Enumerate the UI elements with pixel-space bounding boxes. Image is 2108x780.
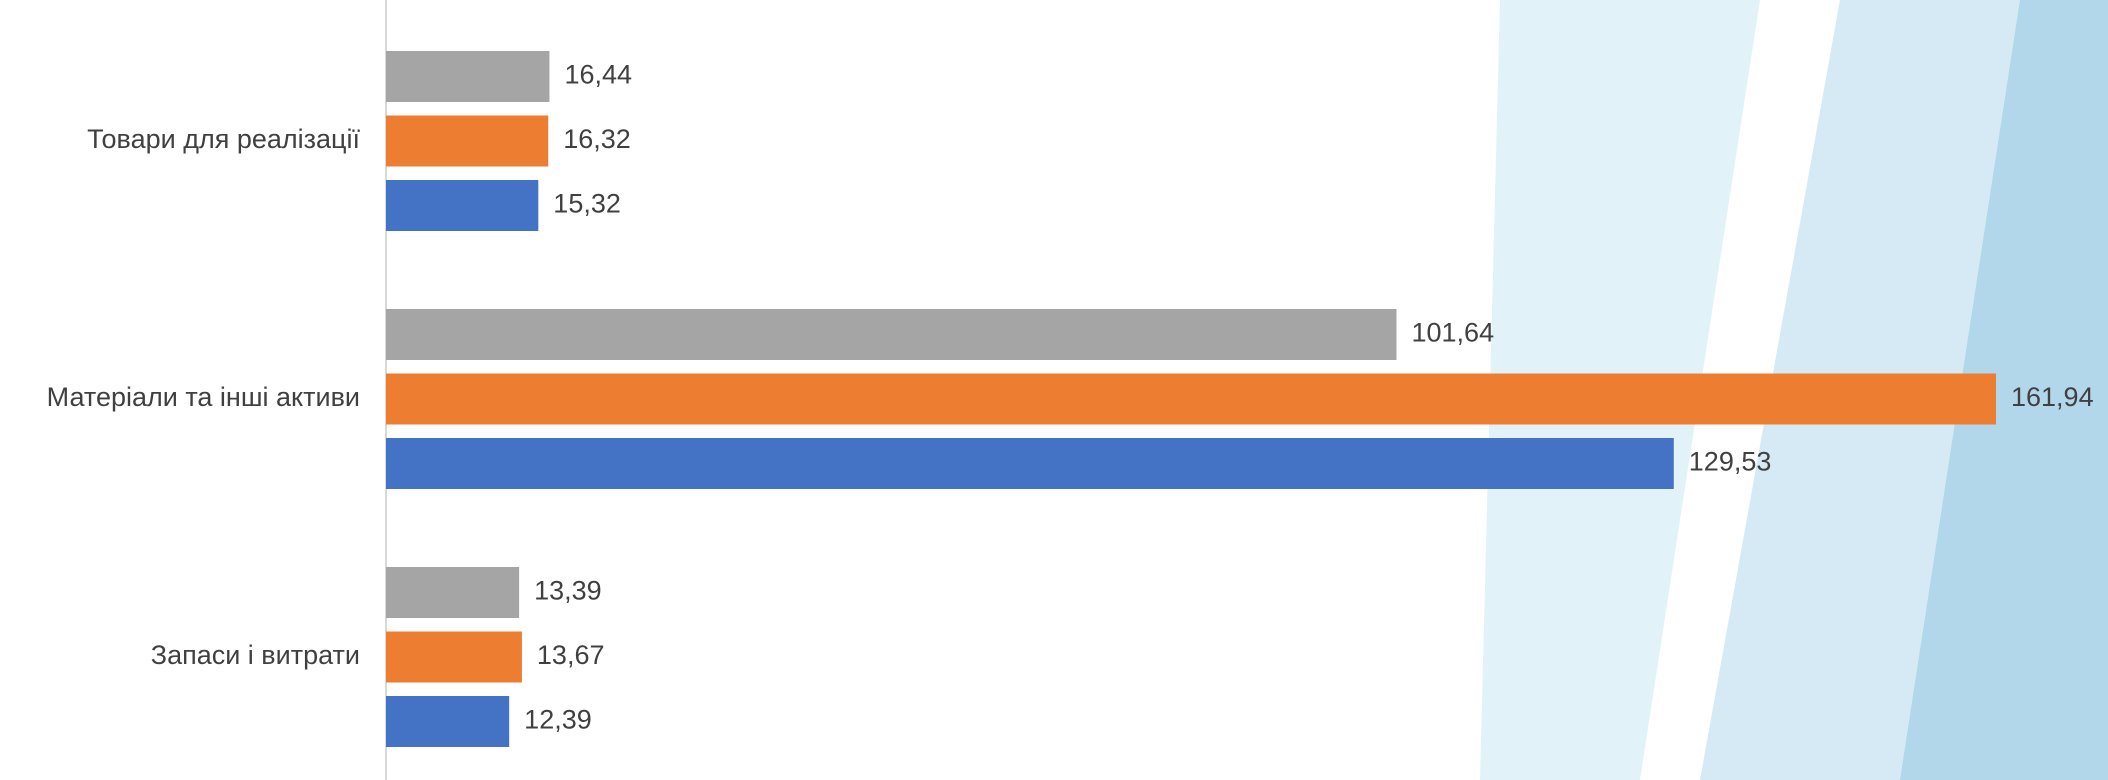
category-label: Матеріали та інші активи [47,382,360,412]
bar [386,309,1397,360]
bar [386,115,549,167]
value-label: 161,94 [2011,382,2094,412]
bar [386,51,550,102]
value-label: 12,39 [524,705,592,735]
bar [386,180,539,231]
category-label: Запаси і витрати [151,640,360,670]
value-label: 16,44 [564,60,632,90]
bar [386,438,1674,489]
bar [386,631,522,683]
value-label: 16,32 [563,124,631,154]
value-label: 13,67 [537,640,605,670]
category-label: Товари для реалізації [87,124,360,154]
value-label: 13,39 [534,576,602,606]
value-label: 129,53 [1689,447,1772,477]
bar [386,373,1996,425]
bar [386,567,520,618]
value-label: 15,32 [553,189,621,219]
value-label: 101,64 [1412,318,1495,348]
bar [386,696,510,747]
